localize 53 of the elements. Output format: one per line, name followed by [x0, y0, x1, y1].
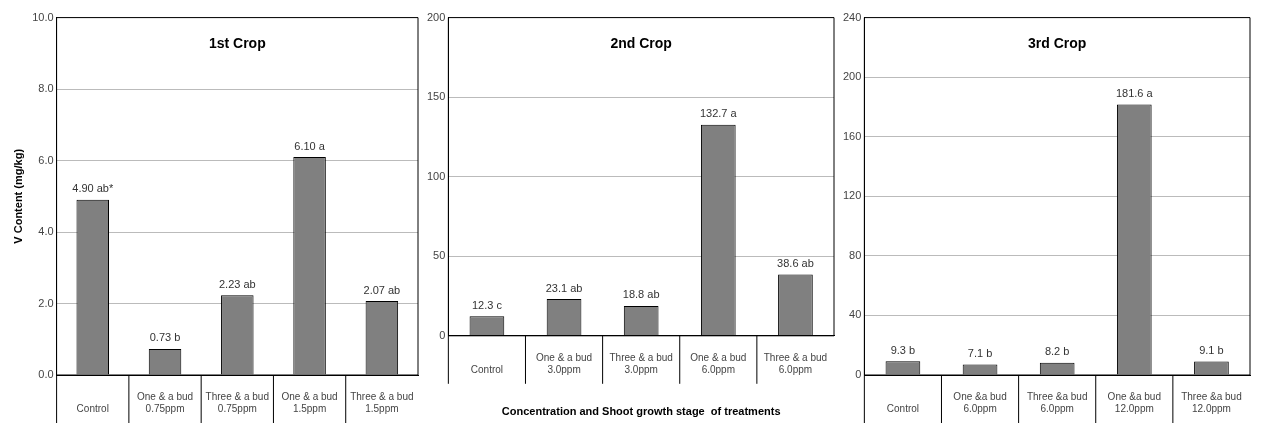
- data-label: 2.23 ab: [218, 277, 256, 290]
- x-tick-label: Control: [76, 402, 109, 414]
- y-tick-label: 80: [849, 248, 862, 261]
- data-label: 0.73 b: [149, 331, 181, 344]
- y-tick-label: 40: [849, 308, 862, 321]
- data-label: 4.90 ab*: [72, 182, 114, 195]
- y-tick-label: 200: [842, 70, 862, 83]
- text: 2nd Crop: [610, 34, 672, 51]
- x-tick-label: Control: [470, 363, 504, 375]
- y-tick-label: 200: [426, 10, 446, 23]
- y-tick-label: 10.0: [32, 10, 54, 23]
- x-tick-label: Control: [886, 402, 920, 414]
- text: 3rd Crop: [1028, 34, 1087, 51]
- y-tick-label: 120: [842, 189, 862, 202]
- y-tick-label: 100: [426, 169, 446, 182]
- x-tick-label: One & a bud 0.75ppm: [136, 390, 194, 414]
- x-tick-label: Three &a bud 12.0ppm: [1181, 390, 1242, 414]
- y-tick-label: 0: [439, 328, 446, 341]
- y-tick-label: 0.0: [38, 368, 54, 381]
- data-label: 9.3 b: [890, 343, 916, 356]
- data-label: 7.1 b: [967, 346, 993, 359]
- y-tick-label: 2.0: [38, 296, 54, 309]
- x-tick-label: Three &a bud 6.0ppm: [1026, 390, 1088, 414]
- x-tick-label: One &a bud 12.0ppm: [1107, 390, 1161, 414]
- data-label: 38.6 ab: [777, 256, 814, 269]
- y-tick-label: 8.0: [38, 82, 54, 95]
- x-tick-label: Three & a bud 0.75ppm: [205, 390, 269, 414]
- y-axis-title: V Content (mg/kg): [11, 148, 24, 244]
- x-tick-label: One & a bud 6.0ppm: [690, 351, 747, 375]
- data-label: 8.2 b: [1044, 345, 1070, 358]
- x-tick-label: One &a bud 6.0ppm: [953, 390, 1007, 414]
- y-tick-label: 4.0: [38, 225, 54, 238]
- data-label: 12.3 c: [471, 298, 503, 311]
- text: 1st Crop: [208, 34, 266, 51]
- y-tick-label: 50: [433, 249, 446, 262]
- data-label: 2.07 ab: [363, 283, 401, 296]
- data-label: 132.7 a: [699, 107, 738, 120]
- x-tick-label: Three & a bud 1.5ppm: [350, 390, 414, 414]
- x-tick-label: Three & a bud 6.0ppm: [763, 351, 828, 375]
- data-label: 18.8 ab: [622, 288, 660, 301]
- y-tick-label: 150: [426, 90, 446, 103]
- data-label: 9.1 b: [1199, 343, 1224, 356]
- y-tick-label: 160: [842, 129, 862, 142]
- x-tick-label: One & a bud 3.0ppm: [535, 351, 593, 375]
- y-tick-label: 6.0: [38, 153, 54, 166]
- y-tick-label: 0: [855, 368, 862, 381]
- data-label: 181.6 a: [1115, 87, 1154, 100]
- x-tick-label: Three & a bud 3.0ppm: [609, 351, 673, 375]
- x-tick-label: One & a bud 1.5ppm: [281, 390, 338, 414]
- x-axis-title: Concentration and Shoot growth stage of treatments: [501, 405, 781, 418]
- y-tick-label: 240: [842, 10, 862, 23]
- data-label: 23.1 ab: [545, 281, 583, 294]
- data-label: 6.10 a: [294, 139, 326, 152]
